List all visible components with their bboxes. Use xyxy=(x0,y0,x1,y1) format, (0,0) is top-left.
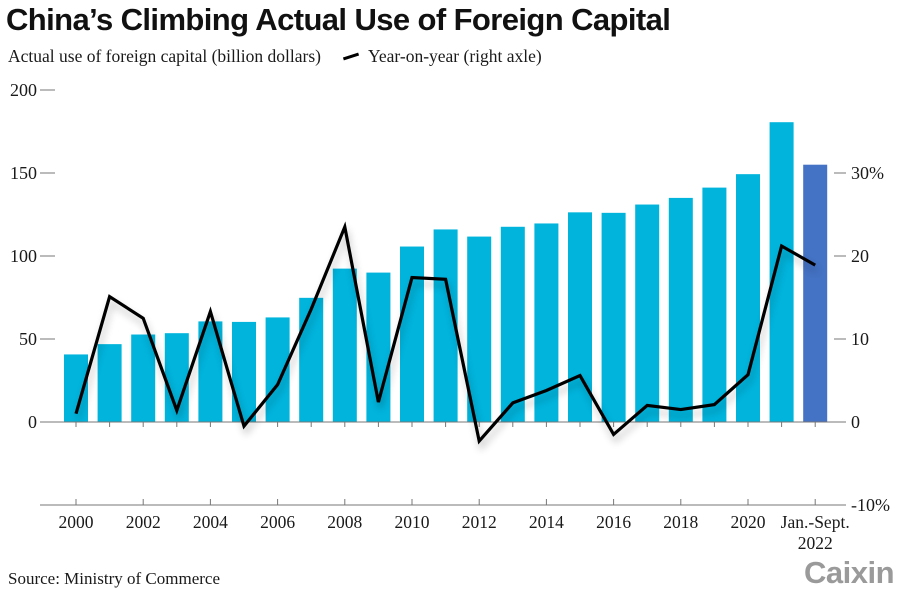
left-tick-label: 150 xyxy=(10,163,37,183)
chart-legend: Actual use of foreign capital (billion d… xyxy=(8,46,542,67)
right-y-axis: -10% 0 10 20 30% xyxy=(834,163,890,515)
left-tick-label: 100 xyxy=(10,246,37,266)
bar xyxy=(232,321,256,422)
x-tick-label: Jan.-Sept. 2022 xyxy=(781,512,850,553)
bar xyxy=(332,268,357,422)
right-tick-label: -10% xyxy=(851,495,890,515)
right-tick-label: 10 xyxy=(851,329,869,349)
bar xyxy=(265,317,290,422)
bar xyxy=(736,174,760,422)
left-tick-label: 0 xyxy=(28,412,37,432)
x-tick-label: 2010 xyxy=(395,512,430,532)
bar xyxy=(702,187,727,422)
right-tick-label: 20 xyxy=(851,246,869,266)
right-tick-label: 0 xyxy=(851,412,860,432)
line-series xyxy=(74,221,816,445)
left-tick-label: 50 xyxy=(19,329,37,349)
bar xyxy=(467,236,492,422)
x-tick-label: 2006 xyxy=(260,512,295,532)
x-tick-label: 2002 xyxy=(126,512,161,532)
bar xyxy=(299,297,324,422)
legend-line-label: Year-on-year (right axle) xyxy=(367,46,542,66)
x-tick-label: 2004 xyxy=(193,512,228,532)
caixin-logo: Caixin xyxy=(803,555,895,590)
x-tick-label: 2000 xyxy=(59,512,94,532)
x-tick-label: 2018 xyxy=(663,512,698,532)
x-tick-label: 2008 xyxy=(327,512,362,532)
bar-series xyxy=(64,122,828,422)
left-y-axis: 0 50 100 150 200 xyxy=(10,80,55,432)
bar xyxy=(803,164,828,422)
bar xyxy=(601,212,626,422)
bar xyxy=(433,229,458,422)
bar xyxy=(635,204,660,422)
x-tick-label: 2014 xyxy=(529,512,564,532)
chart-title: China’s Climbing Actual Use of Foreign C… xyxy=(6,2,671,37)
x-axis: 2000 2002 2004 2006 2008 2010 2012 2014 2016 2018… xyxy=(40,421,850,553)
x-tick-label: 2016 xyxy=(596,512,631,532)
left-tick-label: 200 xyxy=(10,80,37,100)
source-note: Source: Ministry of Commerce xyxy=(8,569,220,588)
bar xyxy=(131,334,156,422)
legend-bar-label: Actual use of foreign capital (billion d… xyxy=(8,46,321,66)
x-tick-label: 2012 xyxy=(462,512,497,532)
x-tick-label: 2020 xyxy=(731,512,766,532)
bar xyxy=(400,246,424,422)
bar xyxy=(500,226,525,422)
bar xyxy=(668,197,693,422)
bar xyxy=(97,344,122,422)
right-tick-label: 30% xyxy=(851,163,884,183)
